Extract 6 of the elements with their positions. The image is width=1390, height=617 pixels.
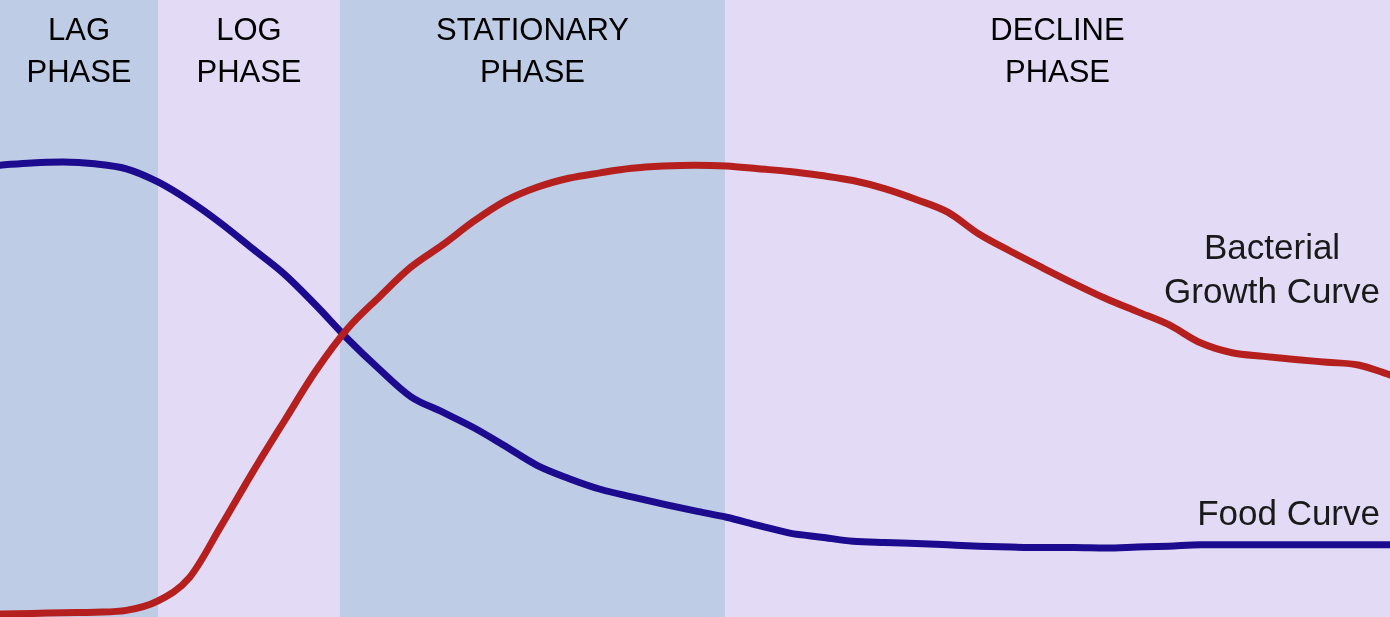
- series-label: Bacterial Growth Curve: [1164, 226, 1381, 310]
- text: LAG PHASE: [26, 11, 132, 89]
- text: DECLINE PHASE: [990, 11, 1125, 89]
- text: STATIONARY PHASE: [436, 11, 629, 89]
- text: LOG PHASE: [196, 11, 302, 89]
- series-label: Food Curve: [1197, 492, 1381, 532]
